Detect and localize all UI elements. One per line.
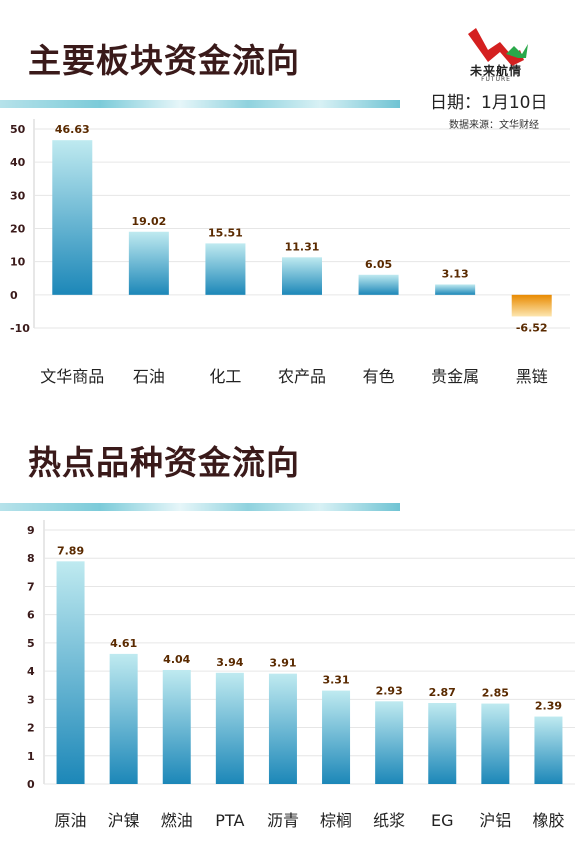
data-label: 2.93 <box>376 684 403 697</box>
category-label: 有色 <box>363 367 395 386</box>
y-tick-label: 0 <box>10 289 18 302</box>
data-label: 4.61 <box>110 637 137 650</box>
bar <box>358 274 399 295</box>
data-label: 46.63 <box>55 123 90 136</box>
category-label: 橡胶 <box>532 811 564 830</box>
y-tick-label: 40 <box>10 156 26 169</box>
category-label: 纸浆 <box>373 811 405 830</box>
data-label: 3.13 <box>442 267 469 280</box>
logo-icon <box>468 28 528 66</box>
bar <box>268 673 297 784</box>
bar <box>534 716 563 784</box>
data-label: 2.85 <box>482 687 509 700</box>
bar <box>322 690 351 784</box>
y-tick-label: 2 <box>27 722 35 735</box>
logo-text: 未来航情 <box>469 64 522 78</box>
category-label: 黑链 <box>516 367 548 386</box>
y-tick-label: 4 <box>27 665 35 678</box>
y-tick-label: 10 <box>10 256 26 269</box>
category-label: 沪铝 <box>479 811 511 830</box>
bar <box>52 140 93 295</box>
sector-flow-chart: -10 0 10 20 30 40 50 46.63 文华商品 19.02 石油 15.51 化工 11.… <box>10 119 570 386</box>
y-tick-label: 0 <box>27 778 35 791</box>
data-label: 2.87 <box>429 686 456 699</box>
category-label: PTA <box>215 811 244 830</box>
data-label: 7.89 <box>57 544 84 557</box>
y-tick-label: 7 <box>27 580 35 593</box>
logo-subtext: FUTURE <box>481 76 511 83</box>
bar <box>481 703 510 784</box>
title-stripe <box>0 100 400 108</box>
data-source: 数据来源：文华财经 <box>449 120 539 131</box>
date-label: 日期：1月10日 <box>430 93 548 113</box>
data-label: 6.05 <box>365 258 392 271</box>
bar <box>205 243 246 295</box>
y-tick-label: 3 <box>27 693 35 706</box>
category-label: 农产品 <box>278 367 326 386</box>
category-label: 棕榈 <box>320 811 352 830</box>
data-label: 4.04 <box>163 653 190 666</box>
bar <box>215 672 244 784</box>
y-tick-label: 1 <box>27 750 35 763</box>
category-label: EG <box>431 811 454 830</box>
data-label: -6.52 <box>516 321 548 334</box>
y-tick-label: -10 <box>10 322 30 335</box>
bar <box>428 703 457 784</box>
category-label: 石油 <box>133 367 165 386</box>
data-label: 19.02 <box>131 215 166 228</box>
category-label: 贵金属 <box>431 367 479 386</box>
data-label: 3.91 <box>269 657 296 670</box>
y-tick-label: 8 <box>27 552 35 565</box>
data-label: 2.39 <box>535 700 562 713</box>
y-tick-label: 9 <box>27 524 35 537</box>
section-title-hot-products: 热点品种资金流向 <box>28 443 300 482</box>
bar <box>56 561 85 784</box>
y-tick-label: 20 <box>10 223 26 236</box>
data-label: 15.51 <box>208 226 243 239</box>
bar <box>128 231 169 295</box>
category-label: 原油 <box>55 811 87 830</box>
data-label: 11.31 <box>285 240 320 253</box>
y-tick-label: 6 <box>27 609 35 622</box>
category-label: 文华商品 <box>40 367 104 386</box>
title-stripe <box>0 503 400 511</box>
y-tick-label: 50 <box>10 123 26 136</box>
bar <box>162 669 191 784</box>
data-label: 3.94 <box>216 656 243 669</box>
y-tick-label: 30 <box>10 189 26 202</box>
y-tick-label: 5 <box>27 637 35 650</box>
category-label: 沥青 <box>267 811 299 830</box>
bar <box>511 294 552 317</box>
bar <box>435 284 476 295</box>
bar <box>282 257 322 295</box>
bar <box>375 701 404 784</box>
category-label: 化工 <box>209 367 241 386</box>
category-label: 沪镍 <box>108 811 140 830</box>
section-title-sectors: 主要板块资金流向 <box>28 41 300 80</box>
data-label: 3.31 <box>322 674 349 687</box>
bar <box>109 653 138 784</box>
category-label: 燃油 <box>161 811 193 830</box>
